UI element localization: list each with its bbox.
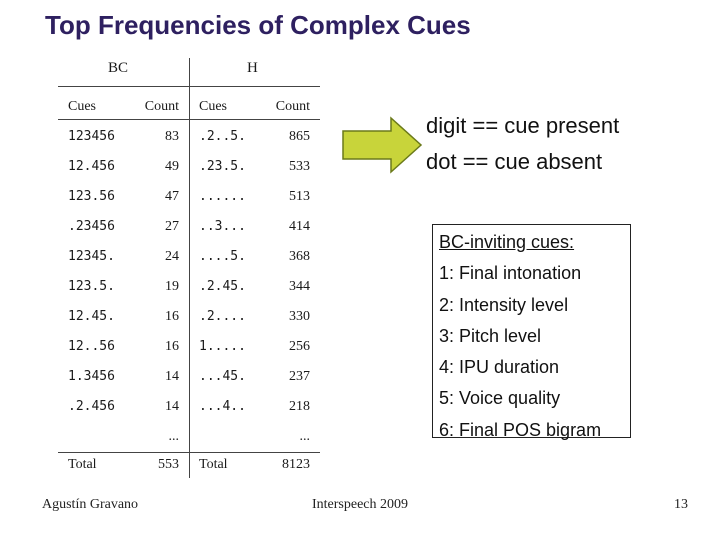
h-cue: ...4.. (199, 399, 246, 414)
h-count: 237 (289, 369, 310, 384)
table-row: 123.56 47 ...... 513 (58, 187, 320, 207)
bc-cue-item: 1: Final intonation (439, 263, 582, 284)
legend-digit-line: digit == cue present (426, 113, 620, 138)
table-row: 12..56 16 1..... 256 (58, 337, 320, 357)
h-count: 533 (289, 159, 310, 174)
h-cue: ....5. (199, 249, 246, 264)
footer-page-number: 13 (674, 497, 688, 512)
h-count: 865 (289, 129, 310, 144)
footer-venue: Interspeech 2009 (312, 497, 409, 512)
h-count: 218 (289, 399, 310, 414)
h-count: 414 (289, 219, 310, 234)
bc-cue: 12345. (68, 249, 115, 264)
bc-cue: 123.5. (68, 279, 115, 294)
group-header-bc: BC (108, 60, 129, 76)
right-arrow-icon (342, 116, 423, 174)
h-count: 256 (289, 339, 310, 354)
bc-cue: 12.456 (68, 159, 115, 174)
bc-cue-item: 5: Voice quality (439, 388, 561, 409)
bc-count: 14 (165, 399, 179, 414)
h-count: 368 (289, 249, 310, 264)
table-total-row: Total 553 Total 8123 (58, 455, 320, 475)
bc-cue-item: 6: Final POS bigram (439, 419, 602, 440)
table-row: 123456 83 .2..5. 865 (58, 127, 320, 147)
table-rule-header (58, 119, 320, 120)
table-row: .2.456 14 ...4.. 218 (58, 397, 320, 417)
legend-dot-line: dot == cue absent (426, 149, 603, 174)
column-header-cues: Cues (199, 99, 227, 114)
table-row: 123.5. 19 .2.45. 344 (58, 277, 320, 297)
bc-ellipsis: ... (168, 429, 180, 444)
bc-count: 24 (165, 249, 179, 264)
bc-cue: 12.45. (68, 309, 115, 324)
bc-inviting-cues-box: BC-inviting cues: 1: Final intonation 2:… (432, 224, 631, 440)
table-row: 12.45. 16 .2.... 330 (58, 307, 320, 327)
bc-count: 16 (165, 309, 179, 324)
h-cue: ...... (199, 189, 246, 204)
bc-count: 19 (165, 279, 179, 294)
h-total-label: Total (199, 457, 228, 472)
bc-count: 14 (165, 369, 179, 384)
bc-count: 27 (165, 219, 179, 234)
table-rule-top (58, 86, 320, 87)
h-cue: ...45. (199, 369, 246, 384)
h-cue: ..3... (199, 219, 246, 234)
bc-count: 49 (165, 159, 179, 174)
table-ellipsis-row: ... ... (58, 427, 320, 447)
bc-cue: 123.56 (68, 189, 115, 204)
bc-cue-item: 4: IPU duration (439, 357, 560, 378)
column-header-cues: Cues (68, 99, 96, 114)
h-count: 513 (289, 189, 310, 204)
h-cue: .2.45. (199, 279, 246, 294)
table-column-header-row: Cues Count Cues Count (58, 97, 320, 117)
bc-cue: 123456 (68, 129, 115, 144)
h-cue: .2..5. (199, 129, 246, 144)
h-cue: .2.... (199, 309, 246, 324)
notation-legend: digit == cue present dot == cue absent (426, 108, 619, 180)
column-header-count: Count (275, 99, 310, 114)
table-rule-total (58, 452, 320, 453)
bc-cue: 1.3456 (68, 369, 115, 384)
column-header-count: Count (144, 99, 179, 114)
bc-cues-header: BC-inviting cues: (439, 232, 575, 252)
table-divider-vertical (189, 58, 190, 478)
h-count: 330 (289, 309, 310, 324)
group-header-h: H (247, 60, 258, 76)
table-row: 12.456 49 .23.5. 533 (58, 157, 320, 177)
h-ellipsis: ... (299, 429, 311, 444)
table-group-header-row: BC H (58, 58, 320, 78)
table-row: 1.3456 14 ...45. 237 (58, 367, 320, 387)
bc-total-label: Total (68, 457, 97, 472)
bc-cue: 12..56 (68, 339, 115, 354)
h-cue: .23.5. (199, 159, 246, 174)
bc-cue: .23456 (68, 219, 115, 234)
table-row: .23456 27 ..3... 414 (58, 217, 320, 237)
bc-cue: .2.456 (68, 399, 115, 414)
footer-author: Agustín Gravano (42, 497, 139, 512)
slide-title: Top Frequencies of Complex Cues (45, 10, 471, 40)
table-row: 12345. 24 ....5. 368 (58, 247, 320, 267)
bc-cue-item: 3: Pitch level (439, 325, 542, 346)
bc-count: 16 (165, 339, 179, 354)
bc-count: 47 (165, 189, 179, 204)
bc-count: 83 (165, 129, 179, 144)
h-total-count: 8123 (282, 457, 310, 472)
h-count: 344 (289, 279, 310, 294)
bc-cue-item: 2: Intensity level (439, 294, 569, 315)
bc-total-count: 553 (158, 457, 179, 472)
h-cue: 1..... (199, 339, 246, 354)
